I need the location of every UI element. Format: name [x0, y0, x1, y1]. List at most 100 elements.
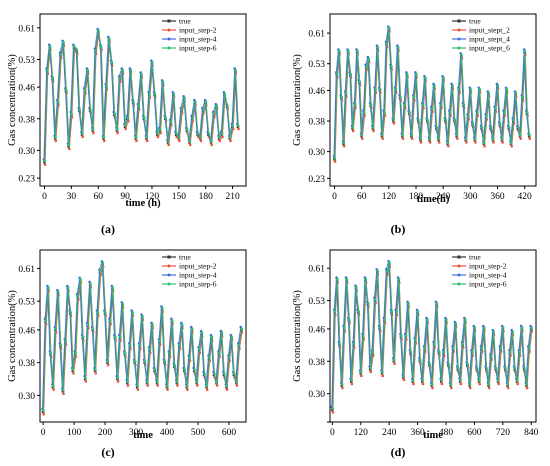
x-tick-label: 400: [160, 428, 175, 438]
data-point-input_step-2: [369, 370, 373, 374]
data-point-input_step-6: [140, 72, 143, 76]
data-point-input_step-6: [54, 136, 57, 139]
data-point-input_step-6: [148, 347, 152, 351]
data-point-input_stept_6: [505, 87, 509, 91]
data-point-input_stept_6: [369, 103, 373, 106]
data-point-input_step-2: [116, 131, 119, 135]
data-point-input_step-6: [199, 136, 202, 139]
data-point-input_step-2: [42, 412, 45, 416]
data-point-input_step-2: [331, 410, 335, 414]
data-point-input_step-6: [56, 100, 60, 104]
data-point-input_stept_6: [455, 133, 459, 137]
data-point-input_step-6: [513, 366, 517, 370]
data-point-input_step-6: [208, 355, 211, 359]
data-point-input_stept_6: [437, 137, 441, 141]
data-point-input_step-2: [156, 384, 159, 387]
data-point-input_step-6: [42, 409, 45, 412]
data-point-input_step-6: [215, 104, 219, 108]
data-point-input_step-2: [450, 386, 453, 390]
data-point-input_step-2: [176, 384, 179, 387]
data-point-input_step-6: [59, 53, 63, 56]
data-point-input_step-6: [180, 323, 184, 326]
data-point-input_step-2: [360, 374, 363, 378]
data-point-input_step-6: [402, 374, 406, 378]
data-point-input_stept_6: [376, 45, 380, 49]
data-point-input_step-6: [153, 92, 157, 96]
data-point-input_step-2: [196, 384, 199, 387]
series-group: [332, 25, 532, 163]
data-point-input_step-2: [421, 382, 425, 386]
data-point-input_step-6: [212, 112, 216, 115]
data-point-input_step-6: [369, 366, 372, 370]
data-point-input_step-6: [61, 388, 65, 392]
x-tick-label: 60: [93, 192, 103, 202]
data-point-input_step-6: [213, 372, 216, 375]
data-point-input_step-6: [118, 335, 122, 339]
data-point-input_step-2: [440, 382, 444, 386]
legend-marker: [457, 273, 461, 277]
data-point-input_step-6: [414, 338, 417, 342]
legend-label: true: [179, 17, 191, 26]
data-point-input_stept_2: [447, 144, 450, 148]
data-point-input_step-6: [113, 112, 116, 115]
data-point-input_step-2: [81, 135, 84, 139]
data-point-input_step-6: [468, 383, 472, 386]
data-point-input_stept_6: [469, 87, 472, 91]
data-point-input_stept_6: [496, 84, 500, 87]
data-point-input_stept_2: [392, 122, 396, 125]
data-point-input_stept_6: [403, 103, 407, 106]
data-point-input_step-6: [395, 310, 398, 313]
data-point-input_stept_6: [487, 91, 491, 95]
data-point-input_stept_2: [401, 137, 405, 140]
data-point-input_step-6: [338, 342, 342, 346]
data-point-input_step-6: [345, 277, 349, 281]
data-point-input_step-6: [106, 360, 110, 363]
data-point-input_stept_6: [507, 126, 511, 129]
data-point-input_step-6: [218, 136, 221, 139]
data-point-input_step-6: [124, 124, 127, 127]
data-point-input_step-6: [371, 350, 375, 354]
data-point-input_step-6: [480, 346, 484, 350]
data-point-input_step-6: [205, 384, 209, 388]
data-point-input_step-6: [131, 310, 134, 314]
data-point-input_step-6: [357, 310, 361, 313]
data-point-input_stept_2: [333, 160, 337, 163]
legend-label: input_step-2: [469, 262, 507, 271]
data-point-input_step-6: [193, 368, 196, 371]
data-point-input_step-6: [381, 370, 384, 374]
data-point-input_stept_6: [433, 84, 436, 87]
data-point-input_stept_6: [378, 87, 382, 91]
data-point-input_step-6: [46, 68, 49, 72]
data-point-input_step-6: [525, 383, 529, 386]
data-point-input_step-6: [49, 351, 53, 355]
data-point-input_step-2: [54, 139, 58, 143]
data-point-input_step-6: [210, 140, 213, 143]
data-point-input_step-6: [336, 277, 339, 281]
legend-label: input_step-4: [179, 35, 217, 44]
legend-label: input_step-4: [179, 271, 217, 280]
y-tick-label: 0.46: [308, 87, 325, 97]
data-point-input_step-6: [183, 96, 186, 100]
data-point-input_step-6: [158, 339, 162, 343]
data-point-input_stept_6: [333, 156, 337, 160]
panels: 0.23 0.30 0.38 0.46 0.53 0.61 0 30 60 90 120 150 180…: [7, 13, 539, 459]
data-point-input_step-6: [236, 124, 240, 127]
data-point-input_stept_2: [419, 141, 423, 144]
data-point-input_step-6: [198, 347, 201, 351]
data-point-input_step-6: [359, 370, 363, 374]
data-point-input_stept_6: [415, 72, 418, 76]
data-point-input_step-6: [148, 92, 151, 96]
data-point-input_step-6: [151, 323, 154, 326]
data-point-input_step-6: [51, 76, 55, 80]
y-axis-title: Gas concentration(%): [292, 290, 303, 382]
data-point-input_step-6: [178, 343, 181, 347]
data-point-input_step-2: [215, 384, 219, 387]
data-point-input_step-6: [59, 343, 63, 347]
data-point-input_step-6: [172, 92, 176, 96]
data-point-input_step-6: [473, 326, 477, 330]
data-point-input_stept_6: [338, 49, 341, 53]
data-point-input_step-6: [397, 277, 401, 281]
data-point-input_step-6: [109, 319, 112, 322]
data-point-input_step-6: [352, 342, 356, 346]
data-point-input_step-2: [516, 382, 519, 386]
